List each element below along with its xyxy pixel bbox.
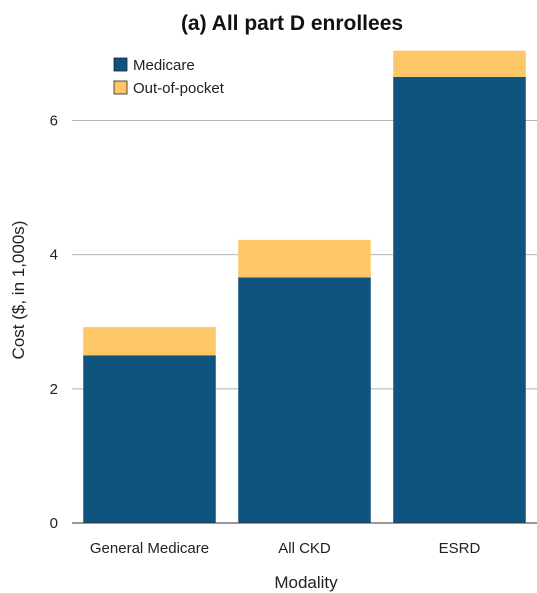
y-tick-label: 4 [50, 247, 58, 264]
x-tick-label: All CKD [278, 540, 331, 557]
x-tick-label: ESRD [439, 540, 481, 557]
y-tick-label: 2 [50, 381, 58, 398]
chart-title: (a) All part D enrollees [181, 12, 403, 35]
legend-swatch [113, 57, 128, 72]
bar-medicare [238, 277, 371, 523]
legend-label: Medicare [133, 57, 195, 74]
x-tick-label: General Medicare [90, 540, 209, 557]
bar-medicare [393, 76, 526, 523]
bar-out-of-pocket [238, 239, 371, 278]
bar-out-of-pocket [83, 327, 216, 356]
y-tick-label: 6 [50, 113, 58, 130]
bars [83, 50, 526, 523]
legend-swatch [113, 80, 128, 95]
y-tick-label: 0 [50, 515, 58, 532]
y-axis-ticks: 0 2 4 6 [50, 113, 58, 533]
y-axis-label: Cost ($, in 1,000s) [9, 221, 28, 360]
legend: Medicare Out-of-pocket [113, 57, 225, 97]
legend-label: Out-of-pocket [133, 80, 225, 97]
x-axis-label: Modality [274, 573, 338, 592]
bar-out-of-pocket [393, 50, 526, 77]
x-axis-ticks: General Medicare All CKD ESRD [90, 540, 481, 557]
bar-medicare [83, 355, 216, 523]
